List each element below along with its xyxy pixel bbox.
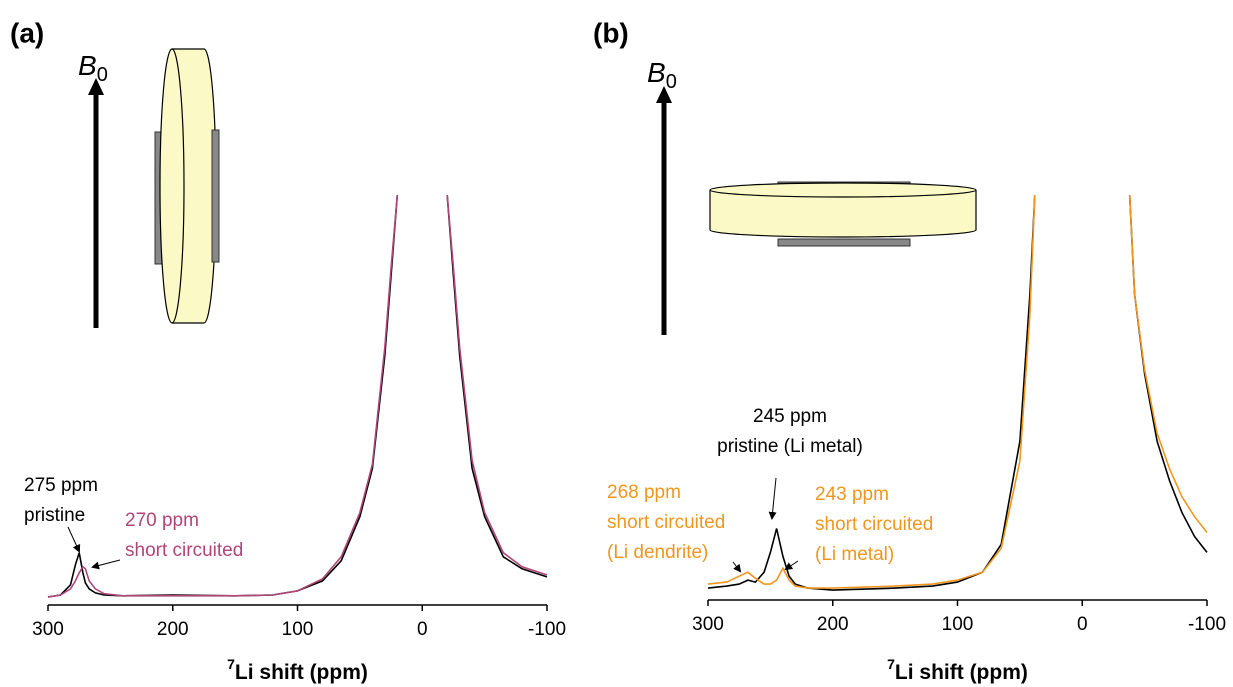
annotation: short circuited [125,540,243,561]
cell-edge [171,48,185,324]
annotation: pristine [24,505,85,526]
annotation: short circuited [815,514,933,535]
annotation: short circuited [607,512,725,533]
spectrum-line [47,195,548,598]
x-label-superscript: 7 [227,656,235,672]
annotation: (Li dendrite) [607,542,708,563]
field-symbol: B [78,50,97,81]
x-tick-label: 200 [817,614,849,635]
x-tick-label: 300 [692,614,724,635]
annotation: pristine (Li metal) [717,436,863,457]
x-tick-label: 200 [157,619,189,640]
x-tick-label: -100 [1188,614,1226,635]
annotation-arrow [784,560,799,571]
field-label: B0 [647,57,677,93]
panel-label: (a) [10,17,44,48]
x-label-text: Li shift (ppm) [235,661,368,684]
x-axis-label: 7Li shift (ppm) [227,656,368,684]
x-tick-label: 0 [1077,614,1088,635]
field-symbol: B [647,57,666,88]
field-subscript: 0 [97,64,108,86]
annotation: 243 ppm [815,484,889,505]
x-tick-label: 100 [282,619,314,640]
annotation-arrow [768,477,777,520]
arrow-head [656,86,672,103]
field-subscript: 0 [666,71,677,93]
x-label-text: Li shift (ppm) [895,661,1028,684]
annotation: 268 ppm [607,482,681,503]
x-label-superscript: 7 [887,656,895,672]
spectrum-line [47,195,548,598]
annotation-arrow [732,561,742,573]
cell [709,182,977,238]
electrode [211,129,220,263]
x-tick-label: -100 [528,619,566,640]
annotation-arrow [67,526,81,553]
cell-edge [709,189,977,198]
panel-label: (b) [593,17,629,48]
spectrum-line [707,195,1208,589]
x-tick-label: 0 [417,619,428,640]
annotation-arrow [91,559,121,570]
annotation: 245 ppm [753,406,827,427]
arrow-head [88,78,104,95]
annotation: 275 ppm [24,475,98,496]
cell [159,48,217,324]
electrode [777,238,911,247]
x-tick-label: 300 [32,619,64,640]
annotation: (Li metal) [815,544,894,565]
annotation: 270 ppm [125,510,199,531]
x-axis-label: 7Li shift (ppm) [887,656,1028,684]
field-label: B0 [78,50,108,86]
x-tick-label: 100 [942,614,974,635]
